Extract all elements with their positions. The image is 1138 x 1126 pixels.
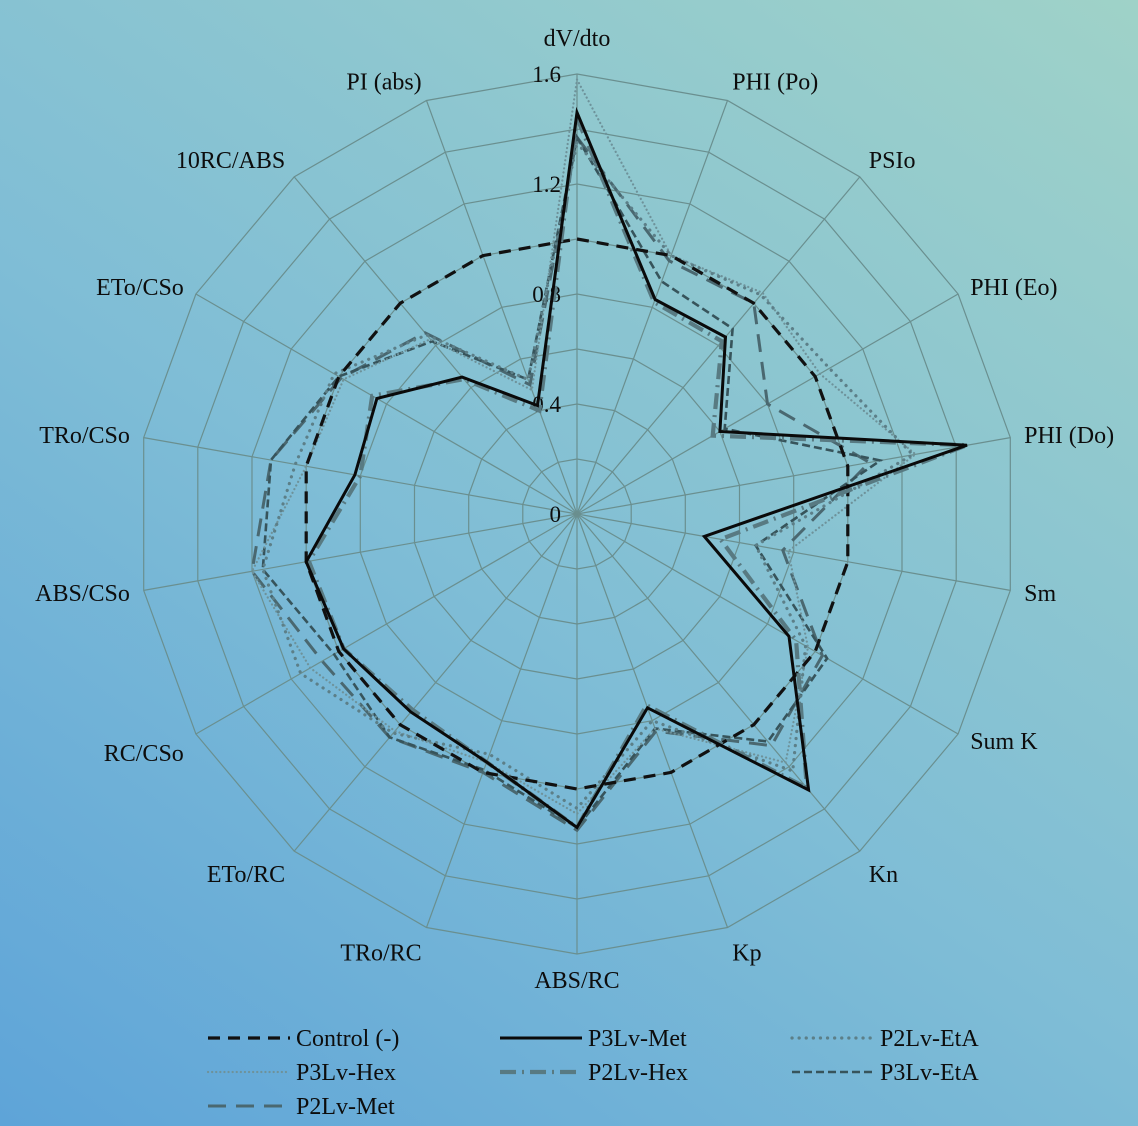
axis-label: PI (abs) [346, 69, 421, 95]
axis-label: Sum K [970, 729, 1038, 755]
legend-label: P3Lv-Hex [296, 1060, 396, 1086]
axis-spoke [576, 100, 729, 515]
axis-spoke [195, 513, 578, 735]
axis-label: PSIo [869, 148, 916, 174]
series-line-p2lv-hex [306, 109, 968, 831]
series-line-p2lv-eta [261, 139, 916, 811]
legend-label: P3Lv-Met [588, 1026, 687, 1052]
chart-legend: Control (-) P3Lv-Met P2Lv-EtA P3Lv-Hex P2Lv-… [206, 1026, 979, 1120]
series-line-p3lv-eta [261, 133, 884, 830]
tick-label: 0 [550, 502, 562, 527]
axis-spoke [576, 513, 861, 852]
axis-spoke [425, 513, 578, 928]
series-line-p2lv-met [250, 133, 872, 833]
axis-spoke [576, 176, 861, 515]
axis-label: PHI (Eo) [970, 275, 1057, 301]
axis-label: dV/dto [544, 26, 611, 52]
radar-spokes [143, 74, 1011, 954]
axis-label: Sm [1024, 581, 1056, 607]
axis-spoke [143, 513, 578, 591]
axis-spoke [576, 513, 959, 735]
series-line-p3lv-hex [250, 76, 918, 816]
series-line-p3lv-met [304, 106, 968, 830]
axis-label: Kn [869, 862, 898, 888]
radar-axis-labels: dV/dto PHI (Po) PSIo PHI (Eo) PHI (Do) Sm Sum … [35, 26, 1114, 994]
series-line-control [304, 237, 850, 791]
axis-spoke [143, 437, 578, 515]
axis-label: ETo/RC [207, 862, 285, 888]
legend-label: P2Lv-Hex [588, 1060, 688, 1086]
axis-spoke [195, 293, 578, 515]
axis-label: Kp [732, 941, 761, 967]
axis-label: PHI (Do) [1024, 423, 1114, 449]
axis-label: PHI (Po) [732, 69, 818, 95]
axis-label: ABS/CSo [35, 581, 130, 607]
legend-label: P2Lv-Met [296, 1094, 395, 1120]
axis-label: RC/CSo [104, 741, 184, 767]
tick-label: 1.2 [532, 172, 561, 197]
axis-spoke [576, 513, 1011, 591]
axis-label: ABS/RC [534, 968, 619, 994]
legend-label: Control (-) [296, 1026, 399, 1052]
radar-series-group [250, 76, 968, 833]
tick-label: 1.6 [532, 62, 561, 87]
axis-label: 10RC/ABS [176, 148, 285, 174]
axis-spoke [425, 100, 578, 515]
axis-label: TRo/CSo [39, 423, 130, 449]
axis-spoke [576, 437, 1011, 515]
legend-label: P3Lv-EtA [880, 1060, 979, 1086]
axis-spoke [293, 513, 578, 852]
axis-label: TRo/RC [340, 941, 421, 967]
axis-spoke [576, 513, 729, 928]
axis-label: ETo/CSo [96, 275, 184, 301]
axis-spoke [293, 176, 578, 515]
legend-label: P2Lv-EtA [880, 1026, 979, 1052]
